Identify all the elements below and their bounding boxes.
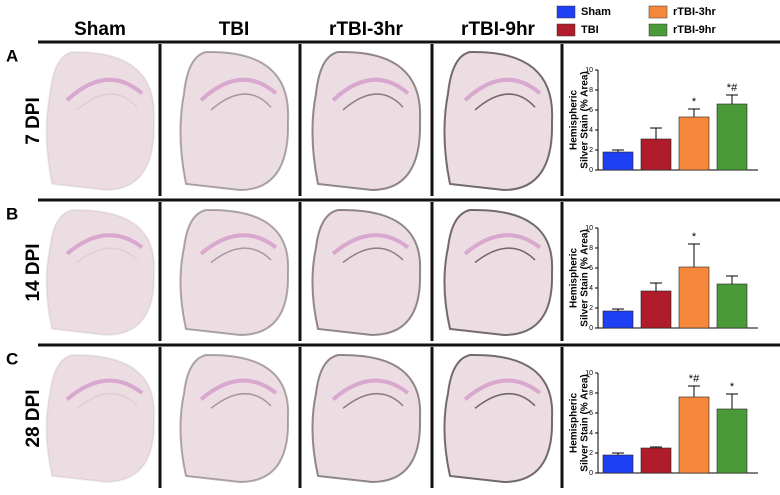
y-tick-label: 6 bbox=[589, 107, 593, 114]
hippocampus bbox=[210, 247, 272, 264]
hippocampus bbox=[463, 378, 542, 401]
column-header: TBI bbox=[219, 19, 250, 40]
bar bbox=[678, 266, 710, 329]
hippocampus bbox=[474, 393, 536, 409]
legend-label: rTBI-3hr bbox=[673, 6, 717, 18]
y-tick-label: 8 bbox=[589, 87, 593, 94]
hippocampus bbox=[65, 77, 144, 102]
hippocampus bbox=[342, 247, 404, 264]
y-tick-label: 10 bbox=[585, 67, 593, 74]
significance-mark: * bbox=[692, 96, 697, 108]
y-tick-label: 8 bbox=[589, 390, 593, 397]
brain-section bbox=[311, 50, 422, 192]
hippocampus bbox=[463, 233, 542, 256]
y-axis-label: Silver Stain (% Area) bbox=[580, 229, 591, 326]
legend-swatch bbox=[556, 23, 576, 37]
legend-label: TBI bbox=[581, 24, 599, 36]
y-tick-label: 4 bbox=[589, 430, 593, 437]
significance-mark: * bbox=[692, 231, 697, 243]
y-tick-label: 2 bbox=[589, 147, 593, 154]
hippocampus bbox=[76, 93, 138, 111]
hippocampus bbox=[331, 378, 410, 401]
y-axis-label: Silver Stain (% Area) bbox=[580, 71, 591, 168]
hippocampus bbox=[463, 77, 542, 102]
significance-mark: *# bbox=[689, 373, 700, 385]
significance-mark: * bbox=[730, 381, 735, 393]
bar bbox=[716, 283, 748, 329]
y-tick-label: 10 bbox=[585, 370, 593, 377]
panel-letter: B bbox=[6, 204, 18, 223]
brain-section bbox=[179, 353, 290, 484]
row-label: 28 DPI bbox=[23, 389, 44, 447]
y-tick-label: 8 bbox=[589, 245, 593, 252]
y-axis-label: Hemispheric bbox=[569, 248, 580, 308]
brain-section bbox=[179, 50, 290, 192]
hippocampus bbox=[474, 93, 536, 111]
y-axis-label: Hemispheric bbox=[569, 90, 580, 150]
brain-section bbox=[45, 208, 156, 337]
bar bbox=[602, 151, 634, 171]
y-tick-label: 2 bbox=[589, 450, 593, 457]
brain-section bbox=[311, 208, 422, 337]
bar bbox=[602, 310, 634, 329]
row-label: 14 DPI bbox=[23, 243, 44, 301]
hippocampus bbox=[65, 378, 144, 401]
hippocampus bbox=[331, 77, 410, 102]
y-tick-label: 4 bbox=[589, 285, 593, 292]
hippocampus bbox=[342, 393, 404, 409]
brain-section bbox=[179, 208, 290, 337]
legend-swatch bbox=[556, 5, 576, 19]
hippocampus bbox=[474, 247, 536, 264]
hippocampus bbox=[65, 233, 144, 256]
hippocampus bbox=[210, 393, 272, 409]
y-tick-label: 6 bbox=[589, 410, 593, 417]
y-axis-label: Hemispheric bbox=[569, 393, 580, 453]
brain-section bbox=[45, 50, 156, 192]
bar bbox=[602, 454, 634, 474]
column-header: rTBI-3hr bbox=[329, 19, 404, 40]
column-header: rTBI-9hr bbox=[461, 19, 536, 40]
legend-swatch bbox=[648, 23, 668, 37]
row-label: 7 DPI bbox=[23, 97, 44, 145]
bar bbox=[716, 408, 748, 474]
brain-section bbox=[311, 353, 422, 484]
legend-swatch bbox=[648, 5, 668, 19]
bar bbox=[678, 116, 710, 171]
bar bbox=[640, 290, 672, 329]
brain-section bbox=[443, 50, 554, 192]
brain-section bbox=[443, 353, 554, 484]
y-axis-label: Silver Stain (% Area) bbox=[580, 374, 591, 471]
legend-label: Sham bbox=[581, 6, 611, 18]
y-tick-label: 10 bbox=[585, 225, 593, 232]
bar bbox=[640, 138, 672, 171]
panel-letter: A bbox=[6, 46, 18, 65]
bar bbox=[640, 447, 672, 474]
hippocampus bbox=[331, 233, 410, 256]
y-tick-label: 0 bbox=[589, 470, 593, 477]
brain-section bbox=[45, 353, 156, 484]
legend-label: rTBI-9hr bbox=[673, 24, 717, 36]
y-tick-label: 4 bbox=[589, 127, 593, 134]
hippocampus bbox=[199, 378, 278, 401]
y-tick-label: 0 bbox=[589, 167, 593, 174]
hippocampus bbox=[76, 247, 138, 264]
column-header: Sham bbox=[74, 19, 126, 40]
hippocampus bbox=[76, 393, 138, 409]
y-tick-label: 2 bbox=[589, 305, 593, 312]
hippocampus bbox=[199, 233, 278, 256]
bar bbox=[678, 396, 710, 474]
panel-letter: C bbox=[6, 349, 18, 368]
significance-mark: *# bbox=[727, 82, 738, 94]
hippocampus bbox=[210, 93, 272, 111]
bar bbox=[716, 103, 748, 171]
y-tick-label: 6 bbox=[589, 265, 593, 272]
y-tick-label: 0 bbox=[589, 325, 593, 332]
hippocampus bbox=[199, 77, 278, 102]
hippocampus bbox=[342, 93, 404, 111]
brain-section bbox=[443, 208, 554, 337]
